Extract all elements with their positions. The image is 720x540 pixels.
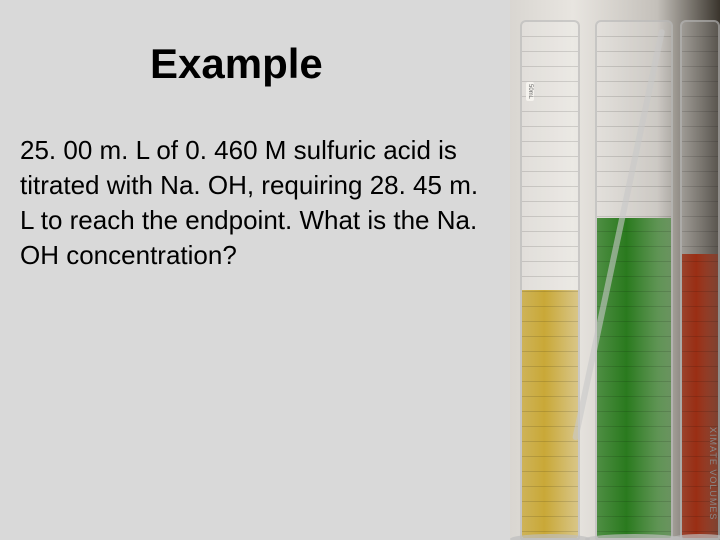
slide-title: Example — [150, 40, 490, 88]
cylinder-body: 50mL — [520, 20, 580, 540]
content-area: Example 25. 00 m. L of 0. 460 M sulfuric… — [0, 0, 510, 540]
cylinder-0: 50mL — [520, 20, 580, 540]
cylinder-base — [670, 534, 720, 540]
slide: Example 25. 00 m. L of 0. 460 M sulfuric… — [0, 0, 720, 540]
cylinder-label: 50mL — [526, 82, 534, 101]
slide-body: 25. 00 m. L of 0. 460 M sulfuric acid is… — [20, 133, 490, 273]
cylinder-base — [585, 534, 683, 540]
cylinder-base — [510, 534, 590, 540]
watermark-text: XIMATE VOLUMES — [708, 427, 718, 520]
glassware-image: 50mL XIMATE VOLUMES — [510, 0, 720, 540]
